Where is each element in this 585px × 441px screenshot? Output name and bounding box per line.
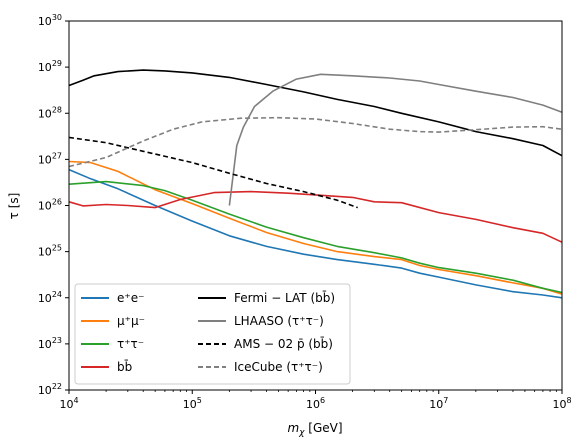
x-tick-label: 105 <box>183 396 202 411</box>
series-line-0 <box>68 168 563 299</box>
series-line-1 <box>68 160 563 295</box>
y-tick-label: 1022 <box>38 382 62 397</box>
legend-label-7: IceCube (τ⁺τ⁻) <box>234 360 323 374</box>
x-tick-label: 104 <box>59 396 78 411</box>
series-line-4 <box>68 69 563 157</box>
series-line-7 <box>68 116 563 168</box>
y-tick-label: 1024 <box>38 290 62 305</box>
y-tick-label: 1027 <box>38 151 62 166</box>
y-tick-label: 1025 <box>38 244 62 259</box>
series-line-6 <box>68 136 358 209</box>
y-axis-label: τ [s] <box>7 193 21 220</box>
x-tick-label: 108 <box>552 396 571 411</box>
y-tick-label: 1029 <box>38 59 62 74</box>
series-line-2 <box>68 180 563 294</box>
legend: e⁺e⁻ μ⁺μ⁻ τ⁺τ⁻ bb̄ Fermi − LAT (bb̄) LHAASO (… <box>74 283 351 385</box>
x-tick-label: 107 <box>429 396 448 411</box>
series-line-5 <box>228 73 563 206</box>
y-tick-label: 1030 <box>38 13 62 28</box>
x-axis-label: mχ [GeV] <box>287 421 342 438</box>
y-tick-label: 1023 <box>38 336 62 351</box>
series-lines <box>68 69 563 299</box>
legend-label-3: bb̄ <box>117 360 132 374</box>
y-tick-label: 1026 <box>38 198 62 213</box>
legend-label-5: LHAASO (τ⁺τ⁻) <box>234 314 324 328</box>
axis-ticks: 104 105 106 107 108 1022 1023 1024 1025 1026 1027 1… <box>38 13 572 411</box>
legend-label-6: AMS − 02 p̄ (bb̄) <box>234 337 333 351</box>
series-line-3 <box>68 190 563 243</box>
legend-label-1: μ⁺μ⁻ <box>117 314 145 328</box>
x-tick-label: 106 <box>306 396 325 411</box>
legend-box <box>74 283 351 385</box>
legend-label-2: τ⁺τ⁻ <box>117 337 144 351</box>
y-tick-label: 1028 <box>38 105 62 120</box>
legend-label-4: Fermi − LAT (bb̄) <box>234 291 335 305</box>
legend-label-0: e⁺e⁻ <box>117 291 144 305</box>
